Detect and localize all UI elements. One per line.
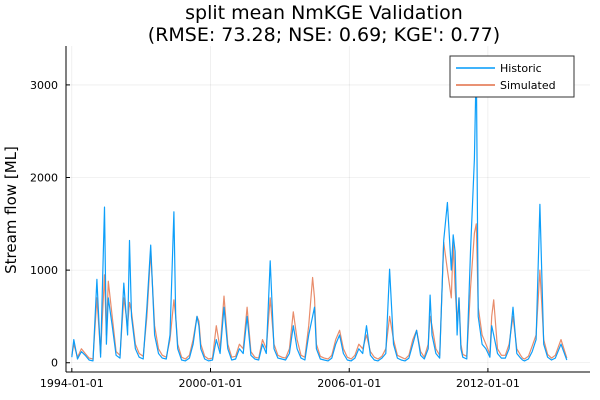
x-tick-label: 2000-01-01 bbox=[179, 377, 243, 390]
y-tick-label: 0 bbox=[51, 357, 58, 370]
chart-title: split mean NmKGE Validation bbox=[185, 2, 463, 24]
series-lines bbox=[71, 60, 568, 362]
x-tick-label: 2012-01-01 bbox=[456, 377, 520, 390]
legend-box bbox=[449, 55, 575, 98]
legend-label-historic: Historic bbox=[500, 62, 542, 75]
y-tick-label: 2000 bbox=[30, 172, 58, 185]
y-tick-label: 1000 bbox=[30, 264, 58, 277]
y-axis-label: Stream flow [ML] bbox=[2, 146, 20, 274]
x-tick-label: 1994-01-01 bbox=[40, 377, 104, 390]
x-tick-label: 2006-01-01 bbox=[317, 377, 381, 390]
tick-labels: 0 1000 2000 3000 1994-01-01 2000-01-01 2006-01… bbox=[30, 79, 520, 390]
legend: Historic Simulated bbox=[449, 55, 575, 98]
axes bbox=[65, 46, 590, 373]
grid-lines bbox=[66, 46, 590, 372]
y-tick-label: 3000 bbox=[30, 79, 58, 92]
series-line-historic bbox=[71, 60, 568, 362]
legend-label-simulated: Simulated bbox=[500, 79, 556, 92]
chart-subtitle: (RMSE: 73.28; NSE: 0.69; KGE': 0.77) bbox=[148, 24, 500, 46]
